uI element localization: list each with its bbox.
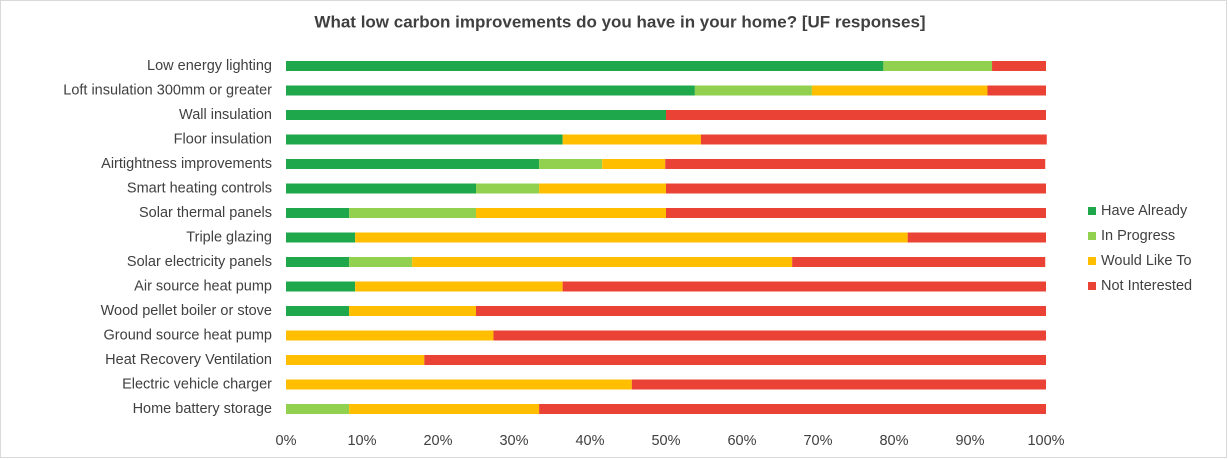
bar-segment	[412, 257, 793, 267]
bar-segment	[539, 183, 666, 194]
bar-segment	[987, 85, 1046, 96]
bar-segment	[907, 232, 1046, 243]
bar-segment	[355, 232, 908, 243]
bar-segment	[286, 134, 563, 145]
bar-segment	[286, 232, 356, 243]
y-tick-label: Wood pellet boiler or stove	[101, 303, 272, 319]
x-tick-label: 20%	[423, 433, 452, 449]
bar-segment	[539, 159, 603, 169]
y-tick-label: Airtightness improvements	[101, 156, 272, 172]
bar-segment	[286, 110, 666, 120]
bar-segment	[992, 61, 1046, 71]
bar-segment	[286, 61, 884, 71]
bar-segment	[424, 355, 1046, 365]
y-tick-label: Solar thermal panels	[139, 205, 272, 221]
bar-segment	[286, 208, 350, 218]
y-tick-label: Solar electricity panels	[127, 254, 272, 270]
bar-segment	[286, 281, 356, 292]
legend-label: Would Like To	[1101, 253, 1192, 269]
legend-swatch	[1088, 207, 1096, 215]
x-tick-label: 40%	[575, 433, 604, 449]
bar-segment	[666, 110, 1046, 120]
bar-segment	[700, 134, 1047, 145]
y-tick-label: Loft insulation 300mm or greater	[63, 82, 272, 98]
bar-segment	[811, 85, 988, 96]
bar-segment	[665, 159, 1046, 169]
y-tick-label: Electric vehicle charger	[122, 376, 272, 392]
y-tick-label: Low energy lighting	[147, 58, 272, 74]
bar-segment	[883, 61, 993, 71]
bar-segment	[286, 257, 350, 267]
x-tick-label: 30%	[499, 433, 528, 449]
bar-segment	[602, 159, 666, 169]
legend-label: Have Already	[1101, 203, 1188, 219]
y-tick-label: Smart heating controls	[127, 180, 272, 196]
bar-segment	[349, 404, 540, 414]
x-tick-label: 10%	[347, 433, 376, 449]
x-tick-label: 50%	[651, 433, 680, 449]
bar-segment	[286, 306, 350, 316]
y-tick-label: Air source heat pump	[134, 278, 272, 294]
bar-segment	[539, 404, 1046, 414]
legend-swatch	[1088, 257, 1096, 265]
x-tick-label: 80%	[879, 433, 908, 449]
y-tick-label: Home battery storage	[133, 401, 272, 417]
x-tick-label: 70%	[803, 433, 832, 449]
y-tick-label: Ground source heat pump	[104, 327, 272, 343]
bar-segment	[286, 85, 695, 96]
x-tick-label: 100%	[1027, 433, 1064, 449]
bar-segment	[562, 134, 701, 145]
chart-title: What low carbon improvements do you have…	[314, 12, 925, 31]
bar-segment	[349, 257, 413, 267]
x-tick-label: 90%	[955, 433, 984, 449]
bar-segment	[349, 208, 476, 218]
bar-segment	[286, 183, 476, 194]
bar-segment	[286, 379, 632, 390]
bar-segment	[694, 85, 812, 96]
bar-segment	[349, 306, 476, 316]
bar-segment	[286, 355, 425, 365]
bar-segment	[286, 330, 494, 341]
legend-swatch	[1088, 282, 1096, 290]
x-tick-label: 0%	[276, 433, 297, 449]
legend-label: Not Interested	[1101, 278, 1192, 294]
bar-segment	[476, 183, 540, 194]
y-tick-label: Heat Recovery Ventilation	[105, 352, 272, 368]
bar-segment	[286, 159, 540, 169]
y-tick-label: Floor insulation	[174, 131, 272, 147]
bar-segment	[286, 404, 350, 414]
bar-segment	[355, 281, 563, 292]
x-tick-label: 60%	[727, 433, 756, 449]
bar-segment	[562, 281, 1046, 292]
bar-segment	[792, 257, 1046, 267]
legend-label: In Progress	[1101, 228, 1175, 244]
y-tick-label: Wall insulation	[179, 107, 272, 123]
bar-segment	[476, 208, 666, 218]
bar-segment	[666, 183, 1046, 194]
legend-swatch	[1088, 232, 1096, 240]
bar-segment	[476, 306, 1046, 316]
bar-segment	[631, 379, 1046, 390]
bar-segment	[493, 330, 1047, 341]
y-tick-label: Triple glazing	[186, 229, 272, 245]
bar-segment	[666, 208, 1046, 218]
